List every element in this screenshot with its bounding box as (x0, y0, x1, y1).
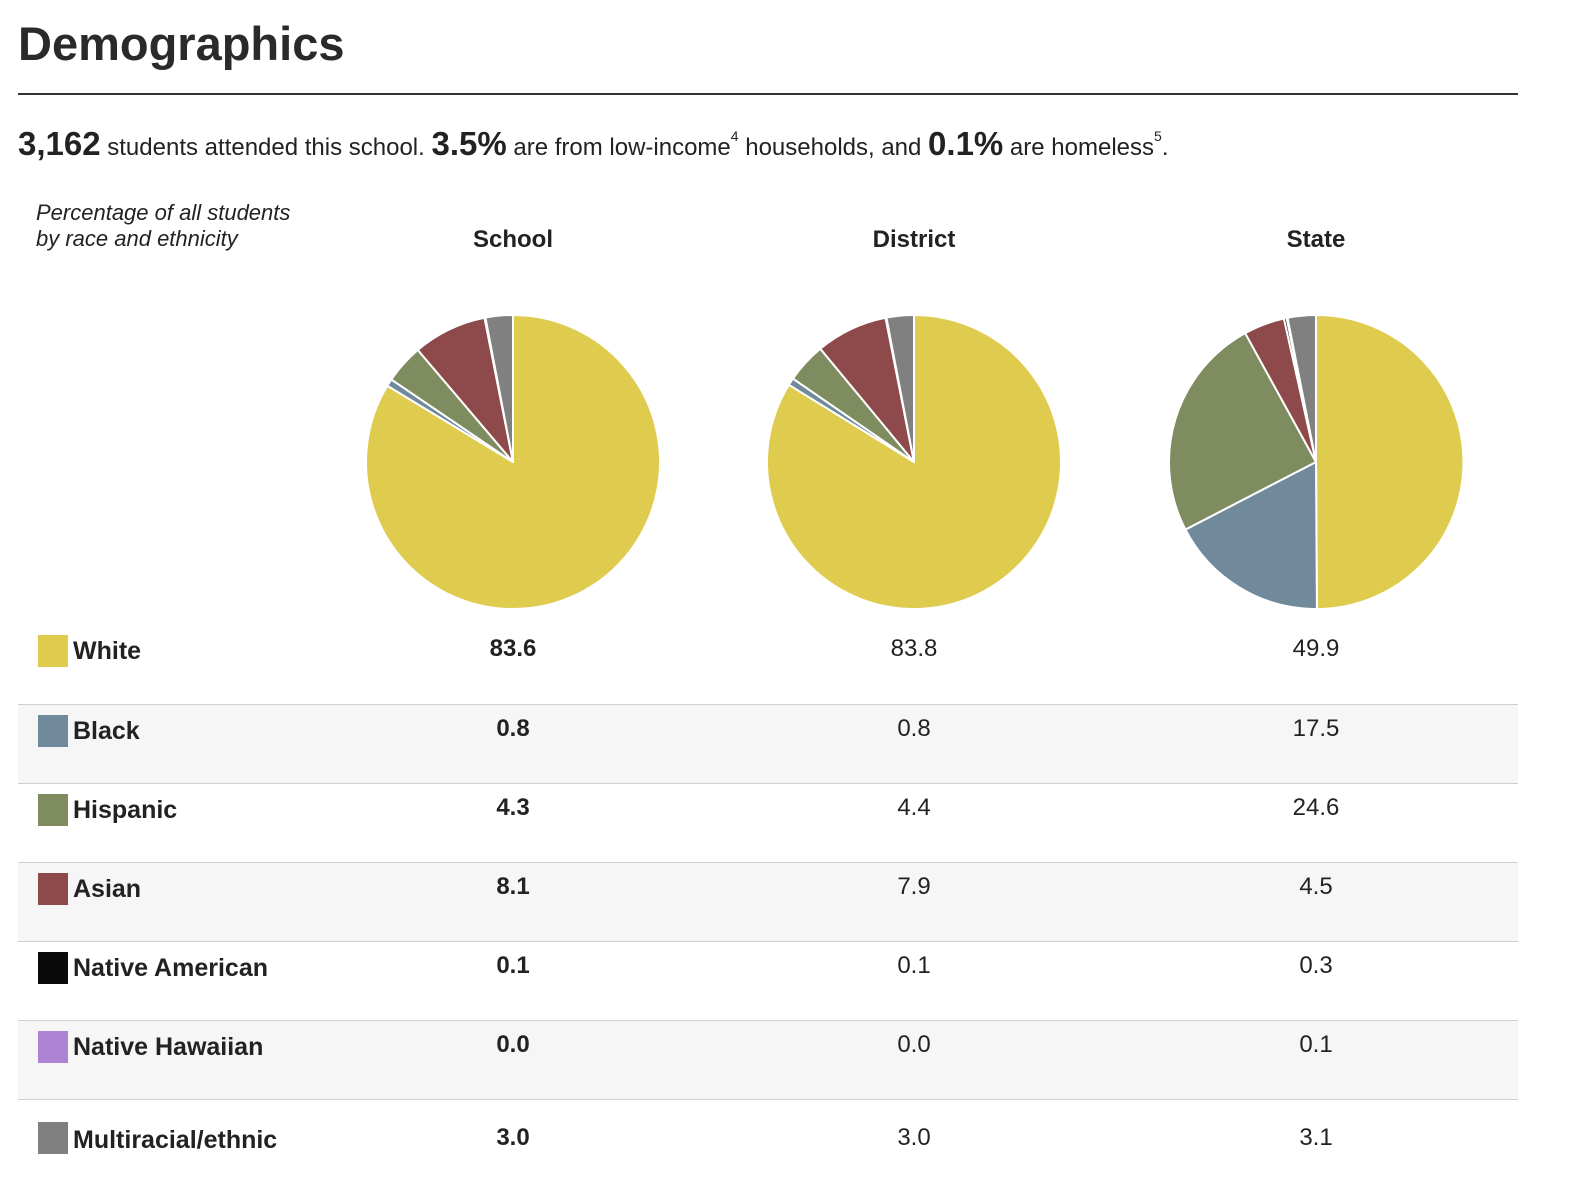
hispanic-swatch (38, 794, 68, 826)
pie-slice-state-black (1184, 461, 1318, 611)
row-divider (18, 1099, 1518, 1100)
pie-slice-state-hispanic (1167, 332, 1317, 531)
school-value: 4.3 (496, 794, 530, 821)
page-title: Demographics (18, 17, 345, 70)
summary-end: . (1161, 134, 1169, 161)
student-count: 3,162 (18, 125, 101, 162)
district-value: 0.1 (897, 952, 931, 979)
homeless-percent: 0.1% (928, 125, 1004, 162)
district-value: 0.0 (897, 1031, 931, 1058)
pie-chart-school (365, 314, 661, 610)
row-label: Native American (73, 954, 268, 982)
pie-slice-school-multiracial-ethnic (484, 314, 514, 463)
summary-line: 3,162 students attended this school. 3.5… (18, 116, 1168, 176)
column-header-school: School (472, 226, 553, 253)
table-row-white: White 83.6 83.8 49.9 (18, 625, 1518, 704)
white-swatch (38, 635, 68, 667)
table-row-native-hawaiian: Native Hawaiian 0.0 0.0 0.1 (18, 1020, 1518, 1100)
district-value: 0.8 (897, 715, 931, 742)
school-value: 0.0 (496, 1031, 530, 1058)
asian-swatch (38, 873, 68, 905)
multiracial-swatch (38, 1122, 68, 1154)
state-value: 49.9 (1292, 635, 1340, 662)
row-divider (18, 1020, 1518, 1021)
state-value: 0.3 (1299, 952, 1333, 979)
state-value: 4.5 (1299, 873, 1333, 900)
table-row-black: Black 0.8 0.8 17.5 (18, 704, 1518, 784)
row-divider (18, 941, 1518, 942)
district-value: 3.0 (897, 1124, 931, 1151)
school-value: 3.0 (496, 1124, 530, 1151)
table-row-hispanic: Hispanic 4.3 4.4 24.6 (18, 783, 1518, 863)
table-row-native-american: Native American 0.1 0.1 0.3 (18, 941, 1518, 1021)
state-value: 0.1 (1299, 1031, 1333, 1058)
table-row-multiracial: Multiracial/ethnic 3.0 3.0 3.1 (18, 1099, 1518, 1160)
row-label: Asian (73, 875, 142, 903)
state-value: 17.5 (1292, 715, 1340, 742)
homeless-footnote[interactable]: 5 (1154, 128, 1162, 144)
homeless-lead-text: households, and (738, 134, 929, 161)
row-label: White (73, 637, 142, 665)
native-american-swatch (38, 952, 68, 984)
low-income-percent: 3.5% (431, 125, 507, 162)
pie-chart-state (1167, 313, 1465, 611)
pie-slice-district-multiracial-ethnic (885, 313, 915, 463)
state-value: 3.1 (1299, 1124, 1333, 1151)
school-value: 0.8 (496, 715, 530, 742)
row-divider (18, 862, 1518, 863)
column-header-state: State (1286, 226, 1346, 253)
row-label: Native Hawaiian (73, 1033, 264, 1061)
pie-slice-state-white (1315, 313, 1465, 610)
row-label: Multiracial/ethnic (73, 1126, 278, 1154)
chart-caption: Percentage of all students by race and e… (36, 200, 291, 251)
row-label: Black (73, 717, 140, 745)
homeless-text: are homeless (1003, 134, 1155, 161)
native-hawaiian-swatch (38, 1031, 68, 1063)
low-income-text: are from low-income (506, 134, 731, 161)
district-value: 7.9 (897, 873, 931, 900)
pie-slice-state-multiracial-ethnic (1286, 314, 1317, 463)
pie-chart-district (765, 313, 1062, 610)
district-value: 4.4 (897, 794, 931, 821)
black-swatch (38, 715, 68, 747)
row-label: Hispanic (73, 796, 178, 824)
row-divider (18, 704, 1518, 705)
low-income-footnote[interactable]: 4 (730, 128, 739, 144)
district-value: 83.8 (890, 635, 938, 662)
column-header-district: District (872, 226, 956, 253)
title-divider (18, 93, 1518, 95)
row-divider (18, 783, 1518, 784)
students-text: students attended this school. (100, 134, 432, 161)
school-value: 8.1 (496, 873, 530, 900)
state-value: 24.6 (1292, 794, 1340, 821)
school-value: 0.1 (496, 952, 530, 979)
table-row-asian: Asian 8.1 7.9 4.5 (18, 862, 1518, 942)
school-value: 83.6 (489, 635, 537, 662)
